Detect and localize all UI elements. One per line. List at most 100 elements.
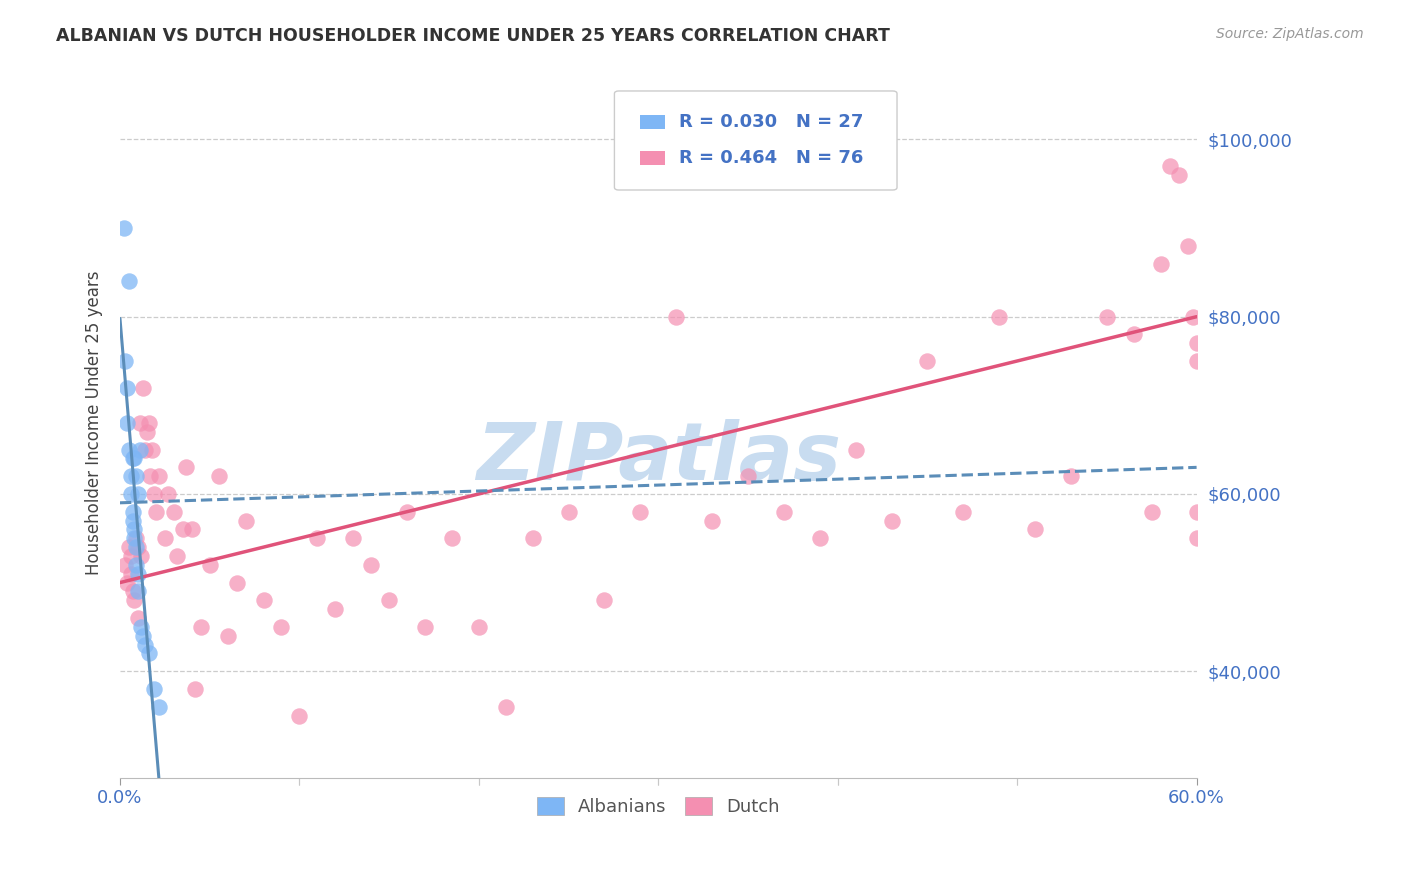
Point	[880, 514, 903, 528]
Point	[139, 469, 162, 483]
Point	[128, 416, 150, 430]
Point	[235, 514, 257, 528]
Point	[127, 487, 149, 501]
Point	[143, 681, 166, 696]
Point	[118, 442, 141, 457]
Point	[135, 425, 157, 439]
Point	[198, 558, 221, 572]
Point	[145, 505, 167, 519]
Point	[141, 442, 163, 457]
Point	[132, 381, 155, 395]
Point	[124, 531, 146, 545]
Point	[378, 593, 401, 607]
Point	[121, 584, 143, 599]
Point	[114, 354, 136, 368]
Point	[112, 221, 135, 235]
Point	[115, 381, 138, 395]
Point	[115, 416, 138, 430]
Point	[121, 451, 143, 466]
Point	[225, 575, 247, 590]
Point	[143, 487, 166, 501]
Point	[127, 566, 149, 581]
Point	[128, 442, 150, 457]
Point	[115, 575, 138, 590]
Point	[131, 620, 153, 634]
Point	[396, 505, 419, 519]
Point	[1185, 531, 1208, 545]
Text: ALBANIAN VS DUTCH HOUSEHOLDER INCOME UNDER 25 YEARS CORRELATION CHART: ALBANIAN VS DUTCH HOUSEHOLDER INCOME UND…	[56, 27, 890, 45]
Point	[952, 505, 974, 519]
Point	[148, 469, 170, 483]
Point	[440, 531, 463, 545]
Point	[323, 602, 346, 616]
Point	[1122, 327, 1144, 342]
Point	[125, 531, 148, 545]
Point	[1060, 469, 1083, 483]
Text: Source: ZipAtlas.com: Source: ZipAtlas.com	[1216, 27, 1364, 41]
Text: R = 0.464   N = 76: R = 0.464 N = 76	[679, 149, 863, 167]
Point	[166, 549, 188, 563]
Point	[124, 593, 146, 607]
Point	[1024, 522, 1046, 536]
Point	[468, 620, 491, 634]
Point	[1140, 505, 1163, 519]
Point	[184, 681, 207, 696]
Point	[148, 699, 170, 714]
Point	[217, 629, 239, 643]
Point	[1150, 256, 1173, 270]
Y-axis label: Householder Income Under 25 years: Householder Income Under 25 years	[86, 271, 103, 575]
Point	[808, 531, 831, 545]
Point	[700, 514, 723, 528]
Point	[1185, 354, 1208, 368]
Point	[125, 540, 148, 554]
Point	[120, 549, 142, 563]
Point	[190, 620, 212, 634]
Point	[270, 620, 292, 634]
Point	[120, 566, 142, 581]
Point	[127, 540, 149, 554]
Point	[1177, 239, 1199, 253]
Point	[163, 505, 186, 519]
Point	[1095, 310, 1118, 324]
Point	[495, 699, 517, 714]
Point	[557, 505, 579, 519]
Point	[118, 540, 141, 554]
Point	[134, 442, 156, 457]
Point	[342, 531, 364, 545]
Legend: Albanians, Dutch: Albanians, Dutch	[527, 788, 789, 825]
Point	[131, 549, 153, 563]
Text: R = 0.030   N = 27: R = 0.030 N = 27	[679, 113, 863, 131]
Point	[121, 505, 143, 519]
Point	[208, 469, 231, 483]
Point	[124, 451, 146, 466]
Point	[1167, 168, 1189, 182]
Point	[628, 505, 651, 519]
Point	[172, 522, 194, 536]
Point	[1185, 336, 1208, 351]
Point	[125, 558, 148, 572]
Point	[413, 620, 436, 634]
Point	[917, 354, 939, 368]
Point	[773, 505, 796, 519]
Point	[665, 310, 688, 324]
Point	[307, 531, 329, 545]
Point	[118, 274, 141, 288]
Point	[134, 638, 156, 652]
Point	[114, 558, 136, 572]
Point	[138, 416, 160, 430]
Point	[1159, 159, 1181, 173]
Point	[593, 593, 616, 607]
Point	[124, 522, 146, 536]
Point	[157, 487, 180, 501]
Text: ZIPatlas: ZIPatlas	[475, 419, 841, 498]
Point	[288, 708, 311, 723]
Point	[1185, 505, 1208, 519]
Point	[121, 514, 143, 528]
Point	[176, 460, 198, 475]
Point	[120, 469, 142, 483]
Point	[252, 593, 274, 607]
Point	[737, 469, 759, 483]
Point	[120, 487, 142, 501]
Point	[132, 629, 155, 643]
Point	[1182, 310, 1205, 324]
